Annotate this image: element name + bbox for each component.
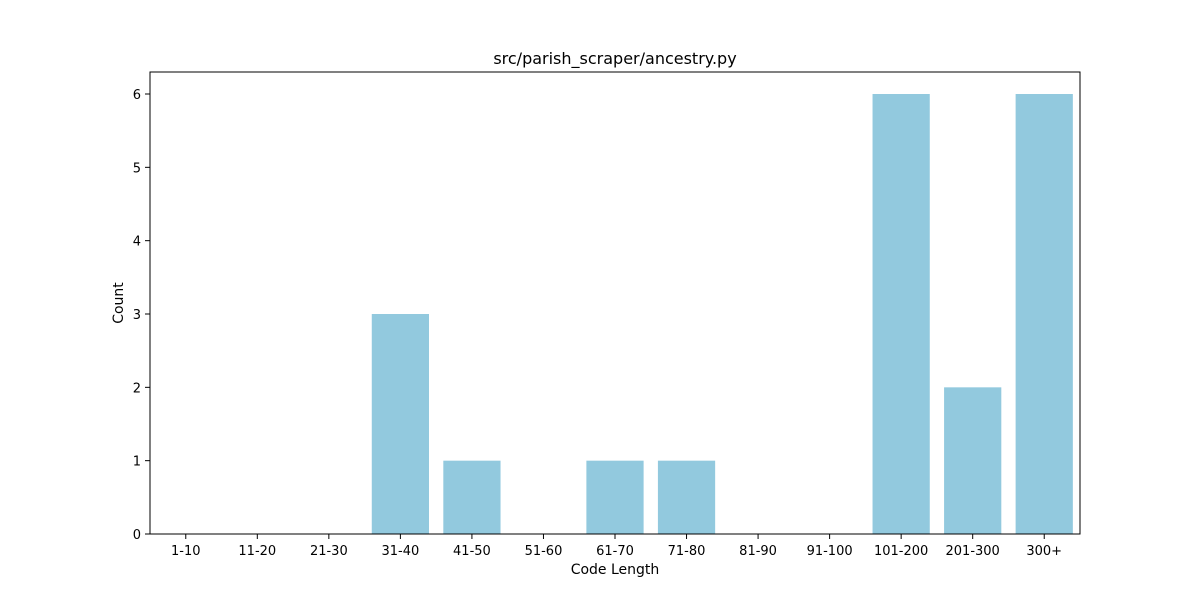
- y-tick-label: 6: [133, 88, 141, 103]
- y-axis: 0 1 2 3 4 5 6: [133, 88, 150, 543]
- y-axis-label: Count: [111, 282, 127, 324]
- y-tick-label: 0: [133, 528, 141, 543]
- bar-31-40: [371, 314, 429, 534]
- bar-101-200: [872, 94, 930, 534]
- bar-300+: [1015, 94, 1073, 534]
- x-tick-label: 31-40: [381, 544, 419, 559]
- x-tick-label: 91-100: [807, 544, 853, 559]
- x-tick-label: 21-30: [310, 544, 348, 559]
- x-axis-label: Code Length: [571, 562, 660, 578]
- chart-title: src/parish_scraper/ancestry.py: [493, 49, 736, 69]
- x-tick-label: 101-200: [874, 544, 928, 559]
- x-axis: 1-10 11-20 21-30 31-40 41-50 51-60 61-70 71-80 8…: [171, 534, 1062, 559]
- x-tick-label: 300+: [1026, 544, 1062, 559]
- bar-71-80: [657, 460, 716, 534]
- x-tick-label: 71-80: [668, 544, 706, 559]
- y-tick-label: 1: [133, 455, 141, 470]
- y-tick-label: 4: [133, 235, 141, 250]
- x-tick-label: 1-10: [171, 544, 201, 559]
- bar-201-300: [944, 387, 1002, 534]
- bar-41-50: [443, 460, 501, 534]
- x-tick-label: 51-60: [525, 544, 563, 559]
- y-tick-label: 3: [133, 308, 141, 323]
- x-tick-label: 81-90: [739, 544, 777, 559]
- y-tick-label: 5: [133, 161, 141, 176]
- x-tick-label: 11-20: [238, 544, 276, 559]
- bar-61-70: [586, 460, 644, 534]
- x-tick-label: 41-50: [453, 544, 491, 559]
- x-tick-label: 61-70: [596, 544, 634, 559]
- x-tick-label: 201-300: [946, 544, 1000, 559]
- y-tick-label: 2: [133, 381, 141, 396]
- bar-group: [371, 94, 1073, 534]
